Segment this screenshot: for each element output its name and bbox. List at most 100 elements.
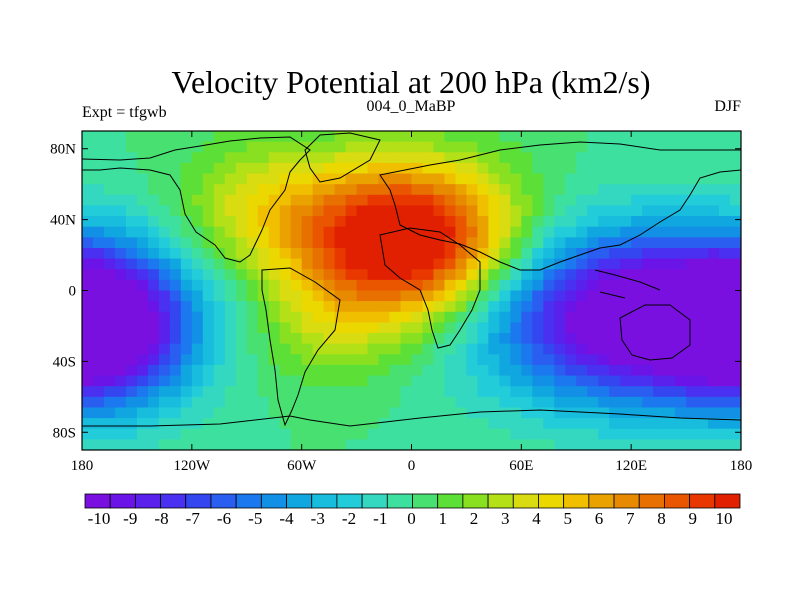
field-cell <box>400 375 413 387</box>
field-cell <box>609 258 621 270</box>
field-cell <box>345 311 358 323</box>
field-cell <box>554 279 566 292</box>
field-cell <box>400 184 413 196</box>
field-cell <box>114 333 127 345</box>
field-cell <box>664 279 676 292</box>
field-cell <box>290 258 303 270</box>
field-cell <box>312 311 325 323</box>
field-cell <box>257 269 270 281</box>
field-cell <box>257 301 270 313</box>
field-cell <box>235 322 248 334</box>
field-cell <box>510 131 522 143</box>
field-cell <box>499 428 511 440</box>
field-cell <box>246 194 259 207</box>
field-cell <box>202 269 215 281</box>
field-cell <box>224 141 237 153</box>
field-cell <box>642 386 654 398</box>
field-cell <box>323 375 336 387</box>
field-cell <box>224 343 237 355</box>
field-cell <box>719 247 731 260</box>
field-cell <box>202 205 215 217</box>
colorbar-label: 10 <box>716 509 733 528</box>
field-cell <box>82 407 94 419</box>
field-cell <box>664 386 676 398</box>
field-cell <box>554 173 566 185</box>
field-cell <box>466 131 478 143</box>
field-cell <box>334 279 347 292</box>
field-cell <box>147 290 160 302</box>
field-cell <box>653 216 665 228</box>
field-cell <box>92 269 105 281</box>
colorbar-swatch <box>311 493 338 509</box>
field-cell <box>147 354 160 366</box>
field-cell <box>279 258 292 270</box>
field-cell <box>191 216 204 228</box>
field-cell <box>246 226 259 238</box>
field-cell <box>444 173 457 185</box>
field-cell <box>433 152 446 164</box>
field-cell <box>224 290 237 302</box>
field-cell <box>257 418 270 430</box>
field-cell <box>147 237 160 249</box>
field-cell <box>697 439 709 450</box>
field-cell <box>642 141 654 153</box>
field-cell <box>356 226 369 238</box>
field-cell <box>488 141 500 153</box>
field-cell <box>82 290 94 302</box>
field-cell <box>400 279 413 292</box>
field-cell <box>697 141 709 153</box>
field-cell <box>422 205 435 217</box>
field-cell <box>301 247 314 260</box>
field-cell <box>147 333 160 345</box>
field-cell <box>224 152 237 164</box>
field-cell <box>422 375 435 387</box>
field-cell <box>444 226 457 238</box>
field-cell <box>312 386 325 398</box>
field-cell <box>477 162 489 175</box>
field-cell <box>543 194 555 207</box>
field-cell <box>686 407 698 419</box>
field-cell <box>686 375 698 387</box>
field-cell <box>290 333 303 345</box>
field-cell <box>455 396 468 409</box>
field-cell <box>653 247 665 260</box>
field-cell <box>202 131 215 143</box>
field-cell <box>114 269 127 281</box>
field-cell <box>114 418 127 430</box>
field-cell <box>202 364 215 377</box>
field-cell <box>675 386 687 398</box>
colorbar-swatch <box>613 493 640 509</box>
field-cell <box>158 428 171 440</box>
field-cell <box>631 184 643 196</box>
field-cell <box>609 205 621 217</box>
field-cell <box>477 226 489 238</box>
field-cell <box>697 279 709 292</box>
field-cell <box>554 194 566 207</box>
field-cell <box>92 173 105 185</box>
field-cell <box>224 407 237 419</box>
field-cell <box>642 205 654 217</box>
field-cell <box>631 428 643 440</box>
field-cell <box>312 152 325 164</box>
field-cell <box>455 194 468 207</box>
field-cell <box>290 418 303 430</box>
field-cell <box>191 269 204 281</box>
field-cell <box>675 322 687 334</box>
field-cell <box>565 258 577 270</box>
field-cell <box>136 162 149 175</box>
field-cell <box>609 322 621 334</box>
field-cell <box>664 226 676 238</box>
field-cell <box>345 194 358 207</box>
field-cell <box>620 279 632 292</box>
field-cell <box>356 258 369 270</box>
field-cell <box>598 247 610 260</box>
field-cell <box>587 375 599 387</box>
colorbar-swatch <box>664 493 691 509</box>
field-cell <box>400 205 413 217</box>
field-cell <box>235 205 248 217</box>
field-cell <box>488 290 500 302</box>
field-cell <box>686 258 698 270</box>
field-cell <box>455 247 468 260</box>
field-cell <box>521 173 533 185</box>
field-cell <box>323 333 336 345</box>
